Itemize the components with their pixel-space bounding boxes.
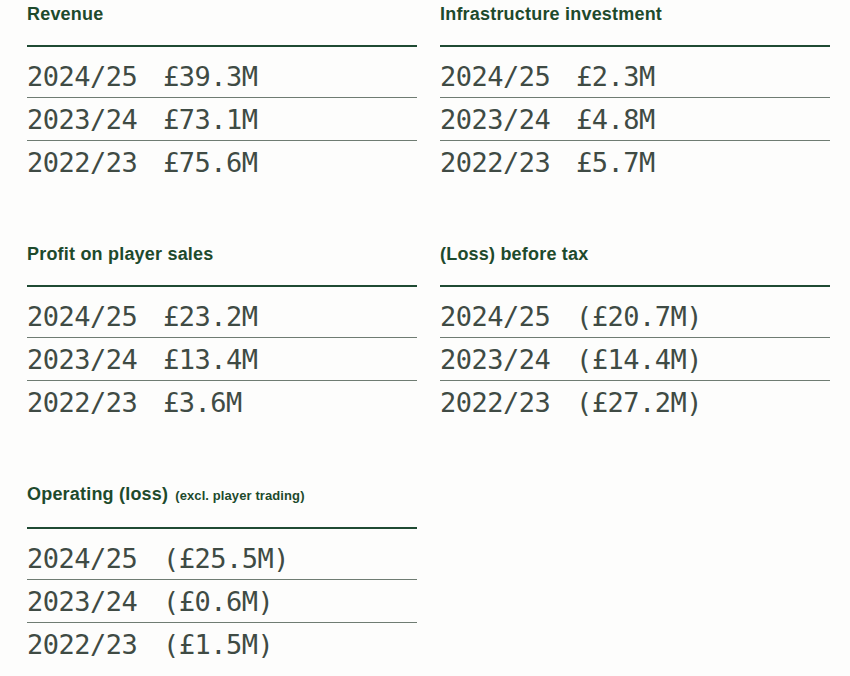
row-value: £13.4M [163, 346, 258, 373]
row-value: £75.6M [163, 149, 258, 176]
section-title-operating-loss: Operating (loss) (excl. player trading) [27, 484, 417, 506]
heading-rule [27, 285, 417, 287]
financial-summary-page: Revenue 2024/25 £39.3M 2023/24 £73.1M 20… [0, 0, 850, 676]
section-title-note: (excl. player trading) [175, 486, 304, 506]
table-row: 2023/24 £73.1M [27, 98, 417, 141]
row-value: £23.2M [163, 303, 258, 330]
stat-table: 2024/25 £23.2M 2023/24 £13.4M 2022/23 £3… [27, 295, 417, 423]
heading-rule [440, 45, 830, 47]
row-year: 2022/23 [440, 389, 576, 416]
table-row: 2024/25 £23.2M [27, 295, 417, 338]
section-title-profit-on-player-sales: Profit on player sales [27, 244, 417, 264]
section-profit-on-player-sales: Profit on player sales 2024/25 £23.2M 20… [27, 244, 417, 423]
row-value: (£20.7M) [576, 303, 702, 330]
section-title-infrastructure-investment: Infrastructure investment [440, 4, 830, 24]
section-title-text: Operating (loss) [27, 484, 168, 504]
row-year: 2024/25 [440, 63, 576, 90]
row-year: 2024/25 [27, 303, 163, 330]
section-title-revenue: Revenue [27, 4, 417, 24]
row-year: 2023/24 [440, 346, 576, 373]
table-row: 2024/25 £2.3M [440, 55, 830, 98]
heading-rule [27, 527, 417, 529]
row-year: 2024/25 [27, 545, 163, 572]
row-value: (£14.4M) [576, 346, 702, 373]
stat-table: 2024/25 (£20.7M) 2023/24 (£14.4M) 2022/2… [440, 295, 830, 423]
table-row: 2023/24 (£0.6M) [27, 580, 417, 623]
section-operating-loss: Operating (loss) (excl. player trading) … [27, 484, 417, 665]
section-title-text: Revenue [27, 4, 103, 24]
row-year: 2023/24 [440, 106, 576, 133]
table-row: 2022/23 £5.7M [440, 141, 830, 183]
table-row: 2022/23 (£27.2M) [440, 381, 830, 423]
row-year: 2024/25 [27, 63, 163, 90]
row-year: 2022/23 [27, 389, 163, 416]
table-row: 2023/24 £4.8M [440, 98, 830, 141]
table-row: 2022/23 (£1.5M) [27, 623, 417, 665]
section-title-text: (Loss) before tax [440, 244, 588, 264]
section-title-loss-before-tax: (Loss) before tax [440, 244, 830, 264]
heading-rule [440, 285, 830, 287]
row-value: £5.7M [576, 149, 655, 176]
table-row: 2022/23 £3.6M [27, 381, 417, 423]
stat-table: 2024/25 (£25.5M) 2023/24 (£0.6M) 2022/23… [27, 537, 417, 665]
section-revenue: Revenue 2024/25 £39.3M 2023/24 £73.1M 20… [27, 4, 417, 183]
section-title-text: Infrastructure investment [440, 4, 662, 24]
row-value: (£25.5M) [163, 545, 289, 572]
table-row: 2022/23 £75.6M [27, 141, 417, 183]
table-row: 2023/24 £13.4M [27, 338, 417, 381]
row-year: 2022/23 [440, 149, 576, 176]
row-year: 2023/24 [27, 106, 163, 133]
heading-rule [27, 45, 417, 47]
row-year: 2022/23 [27, 149, 163, 176]
row-year: 2023/24 [27, 346, 163, 373]
row-value: £39.3M [163, 63, 258, 90]
section-title-text: Profit on player sales [27, 244, 213, 264]
table-row: 2024/25 £39.3M [27, 55, 417, 98]
row-year: 2023/24 [27, 588, 163, 615]
section-loss-before-tax: (Loss) before tax 2024/25 (£20.7M) 2023/… [440, 244, 830, 423]
table-row: 2023/24 (£14.4M) [440, 338, 830, 381]
row-value: £73.1M [163, 106, 258, 133]
stat-table: 2024/25 £2.3M 2023/24 £4.8M 2022/23 £5.7… [440, 55, 830, 183]
row-value: (£27.2M) [576, 389, 702, 416]
table-row: 2024/25 (£20.7M) [440, 295, 830, 338]
row-value: £3.6M [163, 389, 242, 416]
stat-table: 2024/25 £39.3M 2023/24 £73.1M 2022/23 £7… [27, 55, 417, 183]
table-row: 2024/25 (£25.5M) [27, 537, 417, 580]
row-value: £2.3M [576, 63, 655, 90]
section-infrastructure-investment: Infrastructure investment 2024/25 £2.3M … [440, 4, 830, 183]
row-value: (£0.6M) [163, 588, 273, 615]
row-value: £4.8M [576, 106, 655, 133]
row-year: 2024/25 [440, 303, 576, 330]
row-value: (£1.5M) [163, 631, 273, 658]
row-year: 2022/23 [27, 631, 163, 658]
